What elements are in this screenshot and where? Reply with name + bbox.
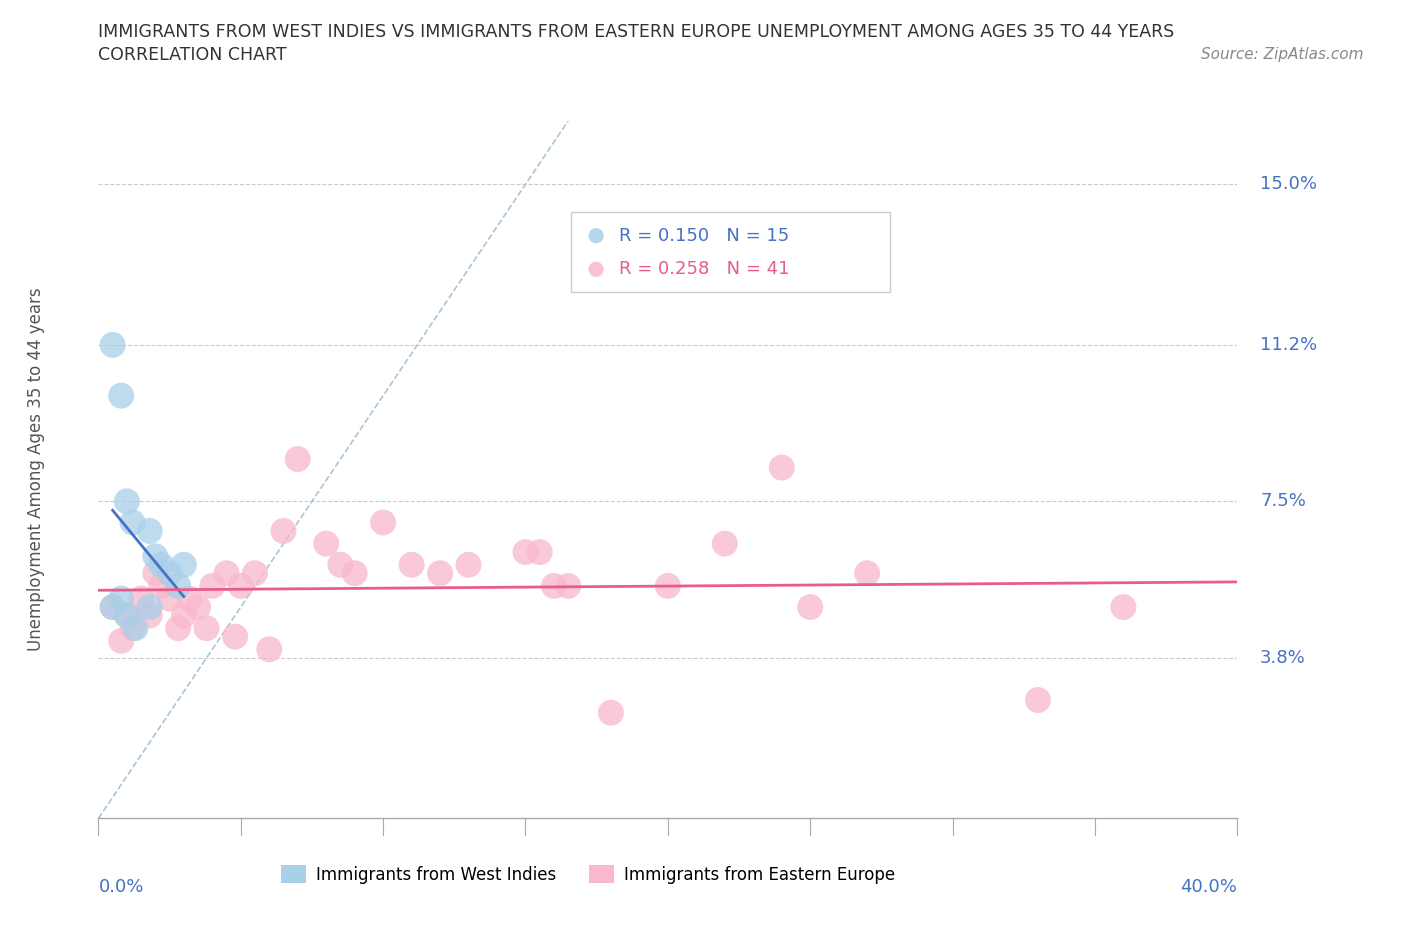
Point — [173, 557, 195, 572]
Point — [657, 578, 679, 593]
Point — [138, 600, 160, 615]
Point — [115, 494, 138, 509]
Point — [229, 578, 252, 593]
Point — [543, 578, 565, 593]
Text: IMMIGRANTS FROM WEST INDIES VS IMMIGRANTS FROM EASTERN EUROPE UNEMPLOYMENT AMONG: IMMIGRANTS FROM WEST INDIES VS IMMIGRANT… — [98, 23, 1174, 41]
Point — [173, 608, 195, 623]
Point — [101, 600, 124, 615]
Point — [259, 642, 281, 657]
Point — [138, 524, 160, 538]
Text: 0.0%: 0.0% — [98, 878, 143, 896]
Point — [145, 549, 167, 564]
Point — [187, 600, 209, 615]
Text: R = 0.150   N = 15: R = 0.150 N = 15 — [619, 227, 789, 245]
Point — [515, 545, 537, 560]
Point — [115, 608, 138, 623]
Point — [129, 591, 152, 606]
Point — [124, 620, 146, 635]
Point — [243, 565, 266, 580]
Point — [1026, 693, 1049, 708]
Point — [121, 620, 143, 635]
Point — [101, 338, 124, 352]
Text: 11.2%: 11.2% — [1260, 336, 1317, 354]
Point — [329, 557, 352, 572]
Point — [600, 705, 623, 720]
Point — [287, 452, 309, 467]
FancyBboxPatch shape — [571, 212, 890, 292]
Text: 40.0%: 40.0% — [1181, 878, 1237, 896]
Point — [115, 608, 138, 623]
Point — [138, 608, 160, 623]
Point — [145, 565, 167, 580]
Point — [429, 565, 451, 580]
Text: 7.5%: 7.5% — [1260, 492, 1306, 511]
Point — [215, 565, 238, 580]
Point — [167, 620, 190, 635]
Point — [224, 630, 246, 644]
Text: Source: ZipAtlas.com: Source: ZipAtlas.com — [1201, 46, 1364, 61]
Point — [401, 557, 423, 572]
Point — [315, 537, 337, 551]
Text: 3.8%: 3.8% — [1260, 649, 1306, 667]
Point — [201, 578, 224, 593]
Point — [150, 557, 173, 572]
Point — [273, 524, 295, 538]
Point — [343, 565, 366, 580]
Point — [529, 545, 551, 560]
Point — [101, 600, 124, 615]
Point — [195, 620, 218, 635]
Point — [159, 565, 181, 580]
Text: Unemployment Among Ages 35 to 44 years: Unemployment Among Ages 35 to 44 years — [27, 288, 45, 651]
Text: 15.0%: 15.0% — [1260, 176, 1317, 193]
Point — [457, 557, 479, 572]
Point — [110, 633, 132, 648]
Point — [150, 578, 173, 593]
Point — [159, 591, 181, 606]
Point — [110, 388, 132, 403]
Point — [1112, 600, 1135, 615]
Point — [714, 537, 737, 551]
Point — [770, 460, 793, 475]
Point — [110, 591, 132, 606]
Point — [167, 578, 190, 593]
Legend: Immigrants from West Indies, Immigrants from Eastern Europe: Immigrants from West Indies, Immigrants … — [274, 858, 903, 890]
Point — [179, 591, 201, 606]
Text: R = 0.258   N = 41: R = 0.258 N = 41 — [619, 260, 789, 278]
Point — [373, 515, 395, 530]
Point — [799, 600, 821, 615]
Point — [121, 515, 143, 530]
Point — [557, 578, 579, 593]
Point — [856, 565, 879, 580]
Text: CORRELATION CHART: CORRELATION CHART — [98, 46, 287, 64]
